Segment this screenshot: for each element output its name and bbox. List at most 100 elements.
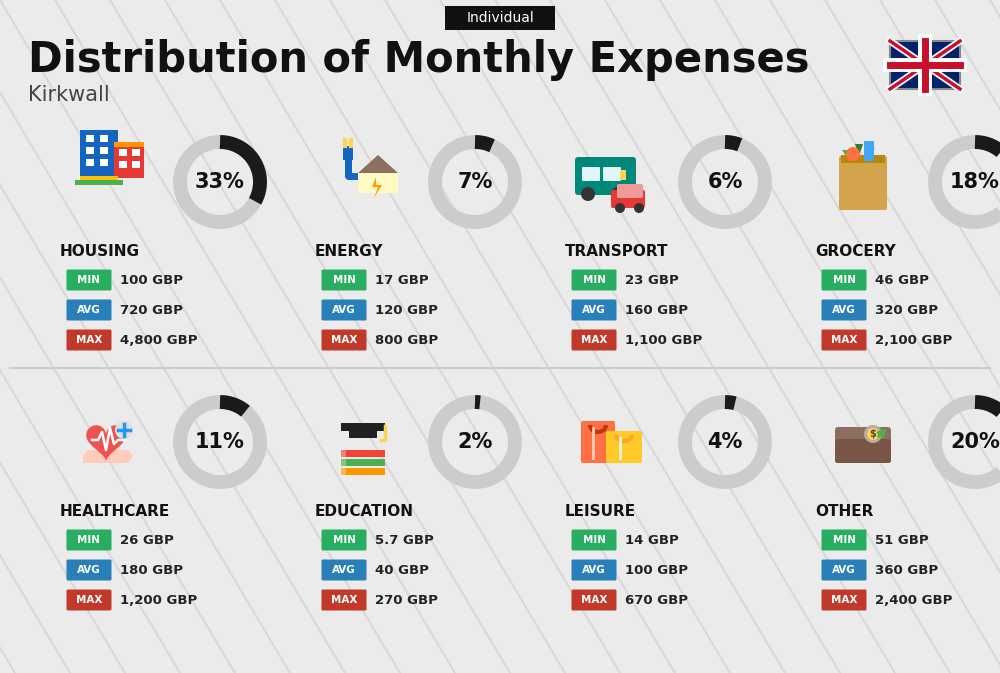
Polygon shape [855, 144, 863, 156]
FancyBboxPatch shape [100, 159, 108, 166]
Circle shape [611, 187, 625, 201]
Circle shape [864, 425, 882, 443]
Text: $: $ [870, 429, 876, 439]
Circle shape [867, 428, 879, 440]
FancyBboxPatch shape [572, 559, 616, 581]
Text: Distribution of Monthly Expenses: Distribution of Monthly Expenses [28, 39, 810, 81]
Text: MIN: MIN [582, 535, 606, 545]
FancyBboxPatch shape [322, 269, 366, 291]
FancyBboxPatch shape [80, 130, 118, 178]
Polygon shape [372, 177, 382, 198]
FancyBboxPatch shape [841, 155, 885, 163]
Text: MAX: MAX [331, 335, 357, 345]
FancyBboxPatch shape [114, 142, 144, 147]
Text: AVG: AVG [832, 305, 856, 315]
Text: 26 GBP: 26 GBP [120, 534, 174, 546]
Text: GROCERY: GROCERY [815, 244, 896, 260]
Text: MIN: MIN [78, 275, 100, 285]
Text: OTHER: OTHER [815, 505, 873, 520]
FancyBboxPatch shape [66, 299, 112, 320]
FancyBboxPatch shape [100, 147, 108, 154]
Text: 320 GBP: 320 GBP [875, 304, 938, 316]
FancyBboxPatch shape [822, 330, 866, 351]
FancyBboxPatch shape [341, 468, 346, 475]
FancyBboxPatch shape [66, 590, 112, 610]
Text: EDUCATION: EDUCATION [315, 505, 414, 520]
Text: 33%: 33% [195, 172, 245, 192]
FancyBboxPatch shape [341, 450, 346, 457]
FancyBboxPatch shape [132, 161, 140, 168]
FancyBboxPatch shape [119, 149, 127, 156]
Text: LEISURE: LEISURE [565, 505, 636, 520]
Text: 23 GBP: 23 GBP [625, 273, 679, 287]
FancyBboxPatch shape [822, 299, 866, 320]
Text: MAX: MAX [581, 595, 607, 605]
Polygon shape [867, 148, 875, 156]
Text: 100 GBP: 100 GBP [120, 273, 183, 287]
Text: AVG: AVG [332, 305, 356, 315]
Text: 51 GBP: 51 GBP [875, 534, 929, 546]
Text: MAX: MAX [331, 595, 357, 605]
Text: MAX: MAX [581, 335, 607, 345]
Circle shape [115, 421, 133, 439]
Text: MIN: MIN [332, 275, 356, 285]
FancyBboxPatch shape [358, 173, 398, 193]
FancyBboxPatch shape [66, 330, 112, 351]
Text: 180 GBP: 180 GBP [120, 563, 183, 577]
Text: 100 GBP: 100 GBP [625, 563, 688, 577]
Text: 5.7 GBP: 5.7 GBP [375, 534, 434, 546]
FancyBboxPatch shape [572, 269, 616, 291]
Circle shape [581, 187, 595, 201]
FancyBboxPatch shape [114, 144, 144, 178]
Text: 270 GBP: 270 GBP [375, 594, 438, 606]
Text: MIN: MIN [78, 535, 100, 545]
FancyBboxPatch shape [75, 180, 123, 185]
Text: HOUSING: HOUSING [60, 244, 140, 260]
FancyBboxPatch shape [822, 269, 866, 291]
Text: AVG: AVG [832, 565, 856, 575]
Text: 160 GBP: 160 GBP [625, 304, 688, 316]
Text: 7%: 7% [457, 172, 493, 192]
Text: AVG: AVG [77, 305, 101, 315]
FancyBboxPatch shape [822, 530, 866, 551]
FancyBboxPatch shape [341, 459, 346, 466]
Text: MAX: MAX [76, 335, 102, 345]
Text: MAX: MAX [831, 335, 857, 345]
Text: ENERGY: ENERGY [315, 244, 384, 260]
FancyBboxPatch shape [341, 468, 385, 475]
FancyBboxPatch shape [572, 330, 616, 351]
Text: MAX: MAX [831, 595, 857, 605]
Text: 2,400 GBP: 2,400 GBP [875, 594, 952, 606]
FancyBboxPatch shape [119, 161, 127, 168]
FancyBboxPatch shape [606, 431, 642, 463]
FancyBboxPatch shape [86, 135, 94, 142]
Text: 17 GBP: 17 GBP [375, 273, 429, 287]
Polygon shape [86, 425, 126, 461]
FancyBboxPatch shape [341, 450, 385, 457]
FancyBboxPatch shape [572, 590, 616, 610]
FancyBboxPatch shape [603, 167, 621, 181]
Text: 720 GBP: 720 GBP [120, 304, 183, 316]
FancyBboxPatch shape [581, 421, 615, 463]
Text: MAX: MAX [76, 595, 102, 605]
FancyBboxPatch shape [822, 590, 866, 610]
FancyBboxPatch shape [343, 146, 353, 160]
Text: AVG: AVG [332, 565, 356, 575]
FancyBboxPatch shape [322, 330, 366, 351]
FancyBboxPatch shape [864, 141, 874, 161]
Text: 2,100 GBP: 2,100 GBP [875, 334, 952, 347]
FancyBboxPatch shape [80, 176, 118, 181]
Text: 2%: 2% [457, 432, 493, 452]
FancyBboxPatch shape [611, 190, 645, 208]
Text: TRANSPORT: TRANSPORT [565, 244, 668, 260]
FancyBboxPatch shape [100, 135, 108, 142]
Text: 1,100 GBP: 1,100 GBP [625, 334, 702, 347]
Text: MIN: MIN [582, 275, 606, 285]
FancyBboxPatch shape [341, 423, 385, 431]
Polygon shape [83, 450, 133, 463]
FancyBboxPatch shape [322, 559, 366, 581]
FancyBboxPatch shape [582, 167, 600, 181]
Text: 11%: 11% [195, 432, 245, 452]
FancyBboxPatch shape [839, 156, 887, 210]
Text: 800 GBP: 800 GBP [375, 334, 438, 347]
